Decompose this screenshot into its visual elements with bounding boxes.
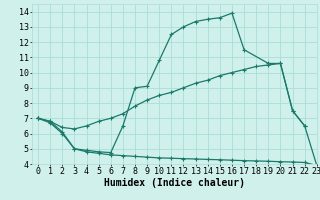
X-axis label: Humidex (Indice chaleur): Humidex (Indice chaleur) [104, 178, 245, 188]
